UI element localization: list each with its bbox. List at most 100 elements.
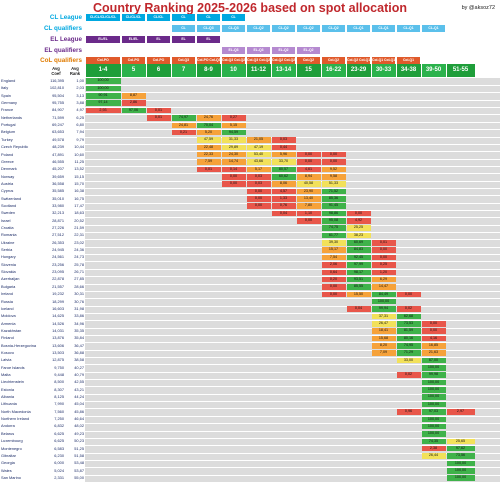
- country-name: Azerbaijan: [1, 276, 20, 282]
- row-divider: [0, 393, 500, 395]
- country-name: Latvia: [1, 357, 12, 363]
- avg-coef-value: 18,299: [52, 298, 64, 304]
- legend-el-qualifiers: EL qualifiers: [44, 47, 82, 54]
- country-name: Croatia: [1, 225, 14, 230]
- probability-cell: 97,99: [346, 262, 371, 268]
- avg-rank-value: 46,64: [74, 416, 84, 422]
- probability-cell: 0,96: [396, 409, 421, 415]
- avg-coef-value: 27,226: [52, 225, 64, 230]
- avg-coef-value: 84,907: [52, 107, 64, 113]
- avg-coef-value: 102,810: [49, 85, 64, 91]
- stage-box: CL: [222, 14, 245, 21]
- probability-cell: 0,00: [421, 320, 446, 327]
- avg-rank-value: 55,00: [74, 474, 84, 480]
- avg-coef-value: 27,512: [52, 232, 64, 238]
- stage-box: CL-Q1: [347, 25, 370, 32]
- row-divider: [0, 85, 500, 87]
- avg-rank-value: 42,55: [74, 379, 84, 385]
- avg-rank-value: 30,76: [74, 298, 84, 304]
- probability-cell: 7,54: [321, 254, 346, 261]
- avg-rank-value: 23,02: [74, 239, 84, 245]
- avg-rank-value: 3,13: [76, 92, 84, 98]
- probability-cell: 1,10: [296, 210, 321, 217]
- row-divider: [0, 268, 500, 270]
- stage-box: EL-Q3: [222, 47, 245, 54]
- probability-cell: 100,00: [446, 467, 475, 474]
- country-name: Malta: [1, 372, 11, 377]
- country-name: Ukraine: [1, 239, 15, 245]
- probability-cell: 93,51: [346, 276, 371, 283]
- probability-cell: 74,97: [171, 115, 196, 121]
- stage-box: CL-Q2: [247, 25, 270, 32]
- avg-rank-value: 3,88: [76, 100, 84, 106]
- stage-box: Col-Q3: [172, 57, 195, 64]
- avg-coef-value: 9,750: [54, 364, 64, 370]
- row-divider: [0, 290, 500, 292]
- probability-cell: 2,97: [446, 409, 475, 415]
- country-name: Estonia: [1, 386, 14, 392]
- avg-coef-value: 13,503: [52, 349, 64, 355]
- country-name: Austria: [1, 180, 14, 186]
- avg-coef-value: 45,207: [52, 166, 64, 172]
- probability-cell: 7,80: [296, 203, 321, 209]
- probability-cell: 0,03: [246, 181, 271, 187]
- avg-rank-value: 35,84: [74, 335, 84, 341]
- avg-rank-value: 10,60: [74, 151, 84, 157]
- country-name: Ireland: [1, 291, 13, 297]
- country-name: Denmark: [1, 166, 17, 172]
- avg-coef-value: 13,606: [52, 342, 64, 348]
- avg-rank-value: 25,78: [74, 261, 84, 267]
- probability-cell: 99,94: [371, 306, 396, 312]
- row-divider: [0, 437, 500, 439]
- avg-rank-value: 11,25: [74, 158, 84, 164]
- probability-cell: 0,01: [146, 115, 171, 121]
- country-name: Turkey: [1, 136, 13, 142]
- row-divider: [0, 283, 500, 285]
- row-divider: [0, 349, 500, 351]
- country-name: Serbia: [1, 247, 13, 253]
- probability-cell: 26,44: [421, 453, 446, 459]
- avg-coef-value: 71,599: [52, 114, 64, 120]
- avg-rank-value: 28,66: [74, 283, 84, 289]
- row-divider: [0, 158, 500, 160]
- avg-coef-value: 8,125: [54, 394, 64, 400]
- avg-coef-value: 21,557: [52, 283, 64, 289]
- avg-coef-value: 46,555: [52, 158, 64, 164]
- probability-cell: 2,38: [421, 445, 446, 452]
- rank-group-header: 51-55: [446, 64, 475, 77]
- stage-box: CL: [172, 14, 195, 21]
- rank-group-header: 11-12: [246, 64, 271, 77]
- probability-cell: 39,30: [321, 240, 346, 246]
- probability-cell: 24,81: [171, 122, 196, 129]
- legend-el-league: EL League: [50, 36, 82, 43]
- row-divider: [0, 210, 500, 211]
- country-name: Portugal: [1, 122, 16, 128]
- avg-rank-value: 21,59: [74, 225, 84, 230]
- probability-cell: 16,85: [421, 343, 446, 349]
- avg-rank-value: 45,04: [74, 401, 84, 407]
- probability-cell: 7,09: [371, 350, 396, 356]
- probability-cell: 0,27: [221, 115, 246, 121]
- probability-cell: 47,19: [246, 144, 271, 151]
- probability-cell: 8,20: [371, 343, 396, 349]
- avg-rank-value: 17,47: [74, 202, 84, 208]
- probability-cell: 85,55: [346, 284, 371, 290]
- row-divider: [0, 165, 500, 167]
- country-name: Andorra: [1, 423, 15, 429]
- probability-cell: 8,94: [296, 173, 321, 180]
- probability-cell: 100,00: [421, 431, 446, 437]
- avg-rank-value: 53,48: [74, 460, 84, 466]
- stage-box: CL-Q2: [272, 25, 295, 32]
- probability-cell: 81,59: [396, 328, 421, 334]
- avg-rank-value: 40,79: [74, 372, 84, 377]
- probability-cell: 0,00: [371, 254, 396, 261]
- probability-cell: 0,00: [296, 151, 321, 158]
- probability-cell: 100,00: [421, 416, 446, 423]
- probability-cell: 33,70: [271, 159, 296, 165]
- avg-coef-value: 69,247: [52, 122, 64, 128]
- country-name: Finland: [1, 335, 14, 341]
- country-name: Russia: [1, 298, 13, 304]
- probability-cell: 0,00: [346, 210, 371, 217]
- avg-rank-value: 10,44: [74, 144, 84, 150]
- probability-cell: 60,62: [271, 173, 296, 180]
